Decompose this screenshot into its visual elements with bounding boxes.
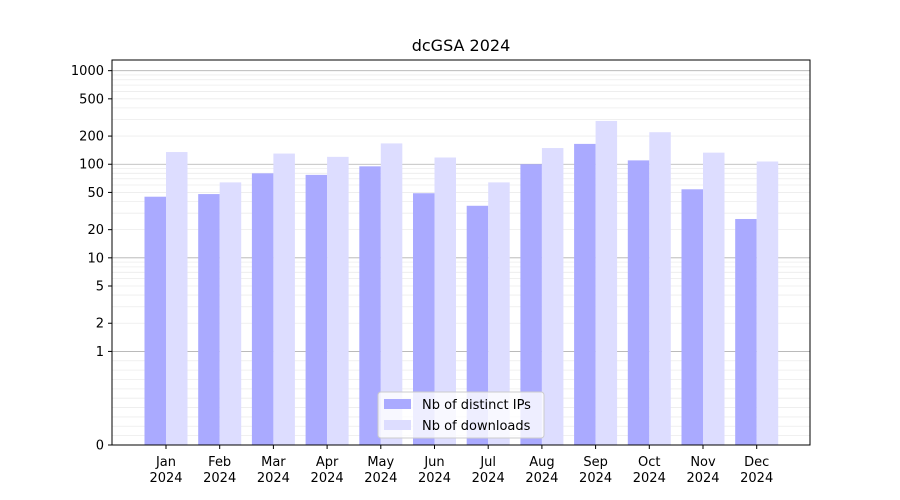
legend-swatch <box>384 420 411 430</box>
x-tick-label-year: 2024 <box>364 471 397 486</box>
y-tick-label: 5 <box>96 280 104 295</box>
y-tick-label: 10 <box>87 251 104 266</box>
legend: Nb of distinct IPs Nb of downloads <box>377 391 545 439</box>
legend-label: Nb of distinct IPs <box>422 398 531 413</box>
bar-downloads <box>488 182 510 445</box>
legend-label: Nb of downloads <box>422 419 531 434</box>
bar-distinct-ips <box>144 196 166 445</box>
bar-downloads <box>273 153 295 446</box>
bar-downloads <box>327 156 349 446</box>
y-tick-label: 20 <box>87 223 104 238</box>
x-tick-label-month: Nov <box>690 455 716 470</box>
y-tick-label: 0 <box>96 439 104 454</box>
x-tick-label-year: 2024 <box>579 471 612 486</box>
x-tick-label-year: 2024 <box>740 471 773 486</box>
bar-downloads <box>166 152 188 445</box>
ticks-layer: 01251020501002005001000Jan2024Feb2024Mar… <box>71 64 773 486</box>
x-tick-label-month: Dec <box>744 455 769 470</box>
bar-downloads <box>649 132 671 445</box>
bar-downloads <box>703 152 725 445</box>
x-tick-label-month: Mar <box>261 455 286 470</box>
y-tick-label: 1000 <box>71 64 104 79</box>
bar-distinct-ips <box>627 160 650 445</box>
x-tick-label-year: 2024 <box>149 471 182 486</box>
x-tick-label-year: 2024 <box>472 471 505 486</box>
plot-frame <box>111 59 811 446</box>
y-tick-label: 50 <box>87 186 104 201</box>
legend-box <box>377 391 545 439</box>
bar-distinct-ips <box>198 194 220 445</box>
chart-title: dcGSA 2024 <box>412 36 511 55</box>
x-tick-label-month: Apr <box>316 455 339 470</box>
bar-downloads <box>380 143 403 446</box>
bar-distinct-ips <box>735 218 757 445</box>
y-tick-label: 1 <box>96 345 104 360</box>
x-tick-label-month: Jul <box>479 455 496 470</box>
bars-layer <box>144 120 779 446</box>
x-tick-label-year: 2024 <box>311 471 344 486</box>
bar-distinct-ips <box>681 189 703 445</box>
bar-distinct-ips <box>466 205 489 445</box>
bar-distinct-ips <box>574 143 596 445</box>
x-tick-label-year: 2024 <box>633 471 666 486</box>
x-tick-label-year: 2024 <box>203 471 236 486</box>
x-tick-label-month: Sep <box>583 455 608 470</box>
bar-distinct-ips <box>251 173 274 445</box>
bar-downloads <box>219 182 242 445</box>
x-tick-label-year: 2024 <box>686 471 719 486</box>
bar-distinct-ips <box>359 166 381 445</box>
x-tick-label-month: Feb <box>208 455 231 470</box>
bar-distinct-ips <box>305 174 328 445</box>
legend-swatch <box>384 399 411 409</box>
bar-distinct-ips <box>520 164 542 445</box>
x-tick-label-month: May <box>367 455 394 470</box>
bar-downloads <box>434 157 456 445</box>
y-tick-label: 2 <box>96 317 104 332</box>
x-tick-label-year: 2024 <box>525 471 558 486</box>
bar-downloads <box>541 148 564 445</box>
x-tick-label-year: 2024 <box>418 471 451 486</box>
x-tick-label-month: Jan <box>155 455 176 470</box>
x-tick-label-month: Oct <box>638 455 660 470</box>
x-tick-label-year: 2024 <box>257 471 290 486</box>
bar-downloads <box>595 120 618 445</box>
bar-downloads <box>756 161 779 445</box>
x-tick-label-month: Aug <box>529 455 554 470</box>
bar-distinct-ips <box>413 193 435 445</box>
y-tick-label: 100 <box>79 158 104 173</box>
x-tick-label-month: Jun <box>423 455 444 470</box>
y-tick-label: 500 <box>79 92 104 107</box>
y-tick-label: 200 <box>79 130 104 145</box>
